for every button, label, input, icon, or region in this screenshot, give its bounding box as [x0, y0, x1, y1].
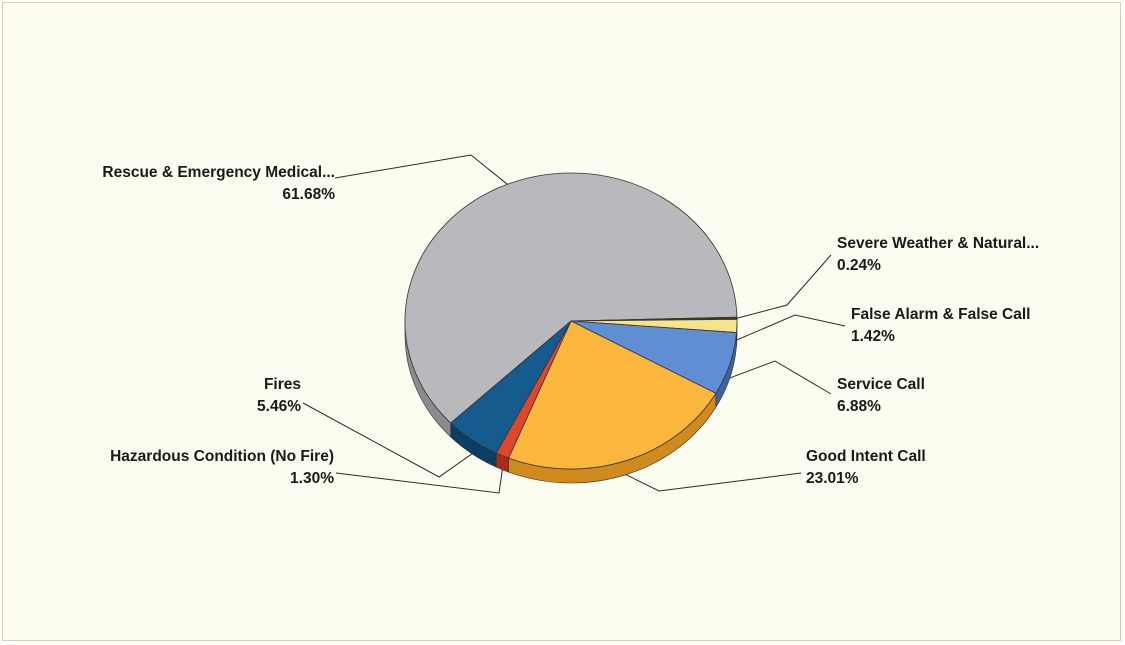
leader-line-false-alarm-false-call	[736, 314, 846, 341]
leader-lines	[302, 154, 846, 494]
pie-chart: Rescue & Emergency Medical... 61.68% Sev…	[102, 154, 1039, 494]
slice-label-name: Rescue & Emergency Medical...	[102, 164, 335, 181]
slice-label-percent: 61.68%	[282, 186, 335, 203]
slice-label-percent: 0.24%	[837, 257, 881, 274]
pie-slices	[404, 172, 738, 470]
slice-label-percent: 1.42%	[851, 328, 895, 345]
slice-label-name: Good Intent Call	[806, 448, 926, 465]
leader-line-rescue-emergency-medical	[334, 154, 508, 185]
leader-line-service-call	[729, 360, 832, 395]
slice-label-name: Hazardous Condition (No Fire)	[110, 448, 334, 465]
slice-label-percent: 5.46%	[257, 398, 301, 415]
leader-line-severe-weather-natural	[736, 254, 832, 319]
leader-line-good-intent-call	[625, 472, 802, 492]
label-severe-weather-natural: Severe Weather & Natural... 0.24%	[837, 235, 1039, 274]
slice-label-percent: 6.88%	[837, 398, 881, 415]
slice-label-percent: 23.01%	[806, 470, 859, 487]
pie-slice-good-intent-call	[508, 320, 717, 470]
label-service-call: Service Call 6.88%	[837, 376, 925, 415]
label-rescue-emergency-medical: Rescue & Emergency Medical... 61.68%	[102, 164, 335, 203]
slice-label-name: Fires	[264, 376, 301, 393]
slice-label-name: Severe Weather & Natural...	[837, 235, 1039, 252]
slice-label-name: False Alarm & False Call	[851, 306, 1030, 323]
label-good-intent-call: Good Intent Call 23.01%	[806, 448, 926, 487]
pie-slice-fires	[450, 320, 572, 454]
label-fires: Fires 5.46%	[257, 376, 301, 415]
label-hazardous-condition: Hazardous Condition (No Fire) 1.30%	[110, 448, 334, 487]
label-false-alarm-false-call: False Alarm & False Call 1.42%	[851, 306, 1030, 345]
slice-label-percent: 1.30%	[290, 470, 334, 487]
slice-label-name: Service Call	[837, 376, 925, 393]
leader-line-hazardous-condition-no-fire	[335, 469, 503, 494]
leader-line-fires	[302, 402, 473, 478]
